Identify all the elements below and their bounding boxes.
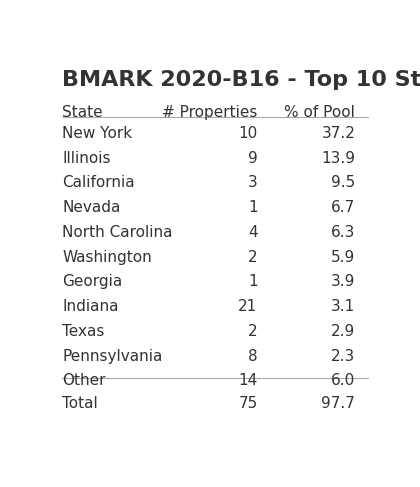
Text: 8: 8 <box>248 349 257 364</box>
Text: 6.3: 6.3 <box>331 225 355 240</box>
Text: 9.5: 9.5 <box>331 175 355 190</box>
Text: Total: Total <box>62 396 98 411</box>
Text: California: California <box>62 175 135 190</box>
Text: 13.9: 13.9 <box>321 150 355 166</box>
Text: New York: New York <box>62 126 132 141</box>
Text: Pennsylvania: Pennsylvania <box>62 349 163 364</box>
Text: 75: 75 <box>238 396 257 411</box>
Text: 21: 21 <box>238 299 257 314</box>
Text: Other: Other <box>62 374 106 389</box>
Text: 9: 9 <box>248 150 257 166</box>
Text: Washington: Washington <box>62 250 152 265</box>
Text: Georgia: Georgia <box>62 275 123 289</box>
Text: Indiana: Indiana <box>62 299 119 314</box>
Text: # Properties: # Properties <box>162 105 257 120</box>
Text: 10: 10 <box>238 126 257 141</box>
Text: Illinois: Illinois <box>62 150 111 166</box>
Text: 37.2: 37.2 <box>321 126 355 141</box>
Text: 4: 4 <box>248 225 257 240</box>
Text: Nevada: Nevada <box>62 200 121 215</box>
Text: 97.7: 97.7 <box>321 396 355 411</box>
Text: North Carolina: North Carolina <box>62 225 173 240</box>
Text: 6.7: 6.7 <box>331 200 355 215</box>
Text: BMARK 2020-B16 - Top 10 States: BMARK 2020-B16 - Top 10 States <box>62 70 420 90</box>
Text: 3.1: 3.1 <box>331 299 355 314</box>
Text: 2.9: 2.9 <box>331 324 355 339</box>
Text: 2: 2 <box>248 250 257 265</box>
Text: 2.3: 2.3 <box>331 349 355 364</box>
Text: % of Pool: % of Pool <box>284 105 355 120</box>
Text: 3.9: 3.9 <box>331 275 355 289</box>
Text: 14: 14 <box>238 374 257 389</box>
Text: 5.9: 5.9 <box>331 250 355 265</box>
Text: 6.0: 6.0 <box>331 374 355 389</box>
Text: 2: 2 <box>248 324 257 339</box>
Text: 1: 1 <box>248 275 257 289</box>
Text: 3: 3 <box>248 175 257 190</box>
Text: Texas: Texas <box>62 324 105 339</box>
Text: 1: 1 <box>248 200 257 215</box>
Text: State: State <box>62 105 103 120</box>
